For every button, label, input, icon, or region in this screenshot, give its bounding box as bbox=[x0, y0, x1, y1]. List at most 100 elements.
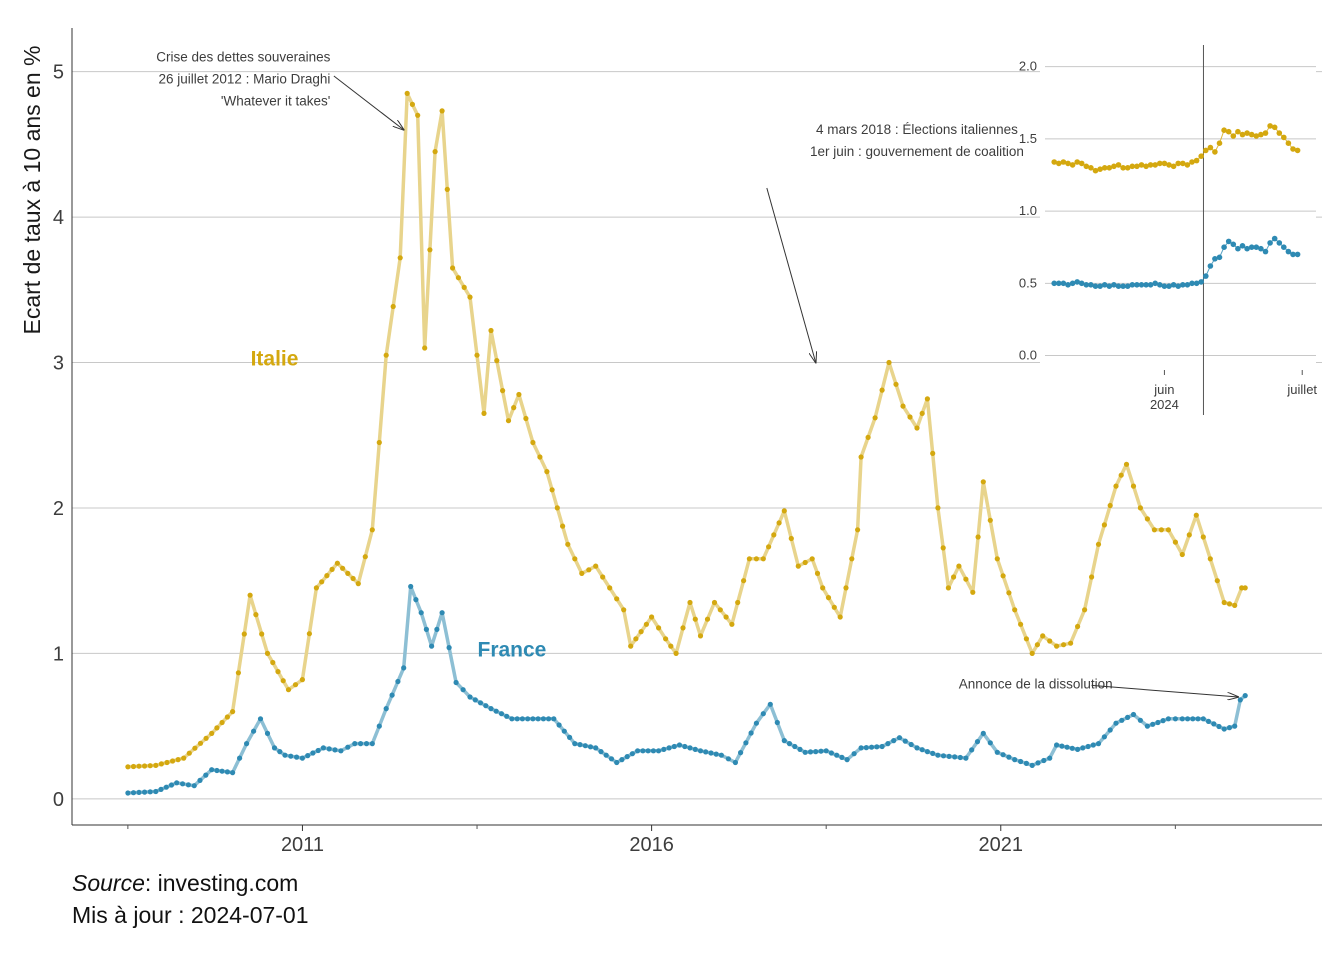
data-point-france bbox=[935, 752, 941, 758]
inset-x-tick-label: juillet bbox=[1286, 382, 1317, 397]
inset-data-point-italie bbox=[1248, 131, 1255, 138]
data-point-france bbox=[264, 730, 271, 737]
data-point-france bbox=[896, 735, 903, 741]
inset-data-point-italie bbox=[1056, 160, 1062, 167]
data-point-italie bbox=[235, 670, 241, 676]
inset-data-point-italie bbox=[1147, 162, 1154, 168]
data-point-italie bbox=[980, 479, 986, 485]
series-points-italie bbox=[125, 90, 1248, 770]
data-point-italie bbox=[692, 616, 698, 622]
data-point-italie bbox=[397, 255, 403, 261]
data-point-france bbox=[869, 744, 875, 750]
data-point-france bbox=[608, 756, 615, 762]
data-point-italie bbox=[886, 359, 892, 366]
inset-data-point-italie bbox=[1106, 165, 1113, 171]
data-point-italie bbox=[924, 396, 931, 402]
data-point-france bbox=[587, 744, 594, 750]
data-point-italie bbox=[729, 621, 735, 627]
data-point-italie bbox=[329, 566, 335, 573]
data-point-france bbox=[567, 734, 573, 741]
inset-data-point-france bbox=[1124, 283, 1131, 290]
data-point-france bbox=[277, 749, 283, 755]
data-point-italie bbox=[723, 614, 729, 620]
data-point-france bbox=[818, 748, 824, 754]
inset-data-point-italie bbox=[1207, 144, 1214, 151]
inset-data-point-italie bbox=[1244, 130, 1250, 136]
data-point-france bbox=[305, 753, 311, 759]
data-point-france bbox=[320, 745, 326, 751]
data-point-france bbox=[687, 745, 693, 751]
data-point-italie bbox=[224, 714, 230, 720]
data-point-france bbox=[682, 743, 688, 750]
annotation-text: Crise des dettes souveraines bbox=[156, 49, 330, 64]
data-point-italie bbox=[687, 599, 693, 606]
inset-data-point-france bbox=[1170, 282, 1177, 288]
series-label-france: France bbox=[478, 638, 547, 661]
data-point-france bbox=[203, 772, 209, 778]
y-tick-label: 5 bbox=[53, 62, 64, 84]
data-point-italie bbox=[975, 534, 981, 540]
data-point-france bbox=[851, 751, 857, 757]
source-value: : investing.com bbox=[144, 870, 299, 896]
data-point-france bbox=[1080, 745, 1086, 751]
data-point-france bbox=[488, 706, 494, 712]
data-point-italie bbox=[930, 450, 936, 456]
inset-data-point-france bbox=[1143, 282, 1149, 288]
data-point-france bbox=[885, 741, 891, 747]
inset-data-point-italie bbox=[1290, 146, 1296, 152]
inset-data-point-france bbox=[1069, 280, 1076, 287]
data-point-france bbox=[823, 748, 829, 754]
inset-data-point-italie bbox=[1239, 131, 1246, 138]
data-point-france bbox=[619, 757, 625, 763]
data-point-italie bbox=[461, 284, 467, 290]
data-point-italie bbox=[771, 532, 777, 538]
data-point-italie bbox=[914, 425, 920, 431]
data-point-italie bbox=[455, 275, 461, 281]
data-point-italie bbox=[1082, 607, 1088, 613]
data-point-italie bbox=[956, 563, 962, 569]
data-point-france bbox=[345, 744, 351, 750]
data-point-france bbox=[556, 722, 562, 728]
data-point-italie bbox=[741, 578, 747, 584]
inset-data-point-france bbox=[1235, 245, 1241, 252]
data-point-italie bbox=[247, 592, 253, 598]
inset-y-tick-label: 1.5 bbox=[1019, 131, 1037, 146]
inset-data-point-italie bbox=[1074, 159, 1080, 165]
data-point-france bbox=[530, 716, 536, 722]
data-point-italie bbox=[837, 614, 843, 620]
data-point-italie bbox=[760, 556, 766, 562]
inset-data-point-italie bbox=[1051, 159, 1057, 165]
series-points-france bbox=[125, 583, 1248, 796]
data-point-italie bbox=[390, 303, 396, 310]
data-point-france bbox=[326, 746, 332, 752]
data-point-italie bbox=[241, 631, 247, 637]
data-point-france bbox=[1144, 723, 1150, 729]
inset-data-point-france bbox=[1290, 251, 1296, 258]
data-point-italie bbox=[1023, 636, 1029, 642]
data-point-france bbox=[718, 752, 725, 758]
data-point-italie bbox=[404, 90, 410, 96]
data-point-france bbox=[919, 747, 925, 753]
data-point-italie bbox=[1000, 573, 1006, 579]
inset-data-point-france bbox=[1267, 240, 1273, 246]
data-point-france bbox=[1200, 716, 1206, 722]
data-point-france bbox=[209, 767, 215, 773]
data-point-italie bbox=[153, 762, 159, 769]
data-point-italie bbox=[820, 585, 826, 591]
data-point-italie bbox=[560, 523, 566, 529]
data-point-france bbox=[525, 716, 531, 722]
data-point-france bbox=[332, 747, 338, 753]
data-point-italie bbox=[181, 755, 187, 761]
source-note: Source: investing.com bbox=[72, 870, 298, 897]
data-point-france bbox=[1195, 716, 1201, 722]
data-point-italie bbox=[843, 585, 849, 591]
inset-data-point-italie bbox=[1253, 133, 1260, 139]
data-point-italie bbox=[586, 567, 592, 573]
inset-data-point-france bbox=[1184, 282, 1191, 288]
data-point-italie bbox=[951, 574, 957, 580]
data-point-italie bbox=[1193, 512, 1199, 518]
inset-data-point-italie bbox=[1225, 128, 1232, 135]
inset-data-point-italie bbox=[1258, 131, 1264, 138]
data-point-italie bbox=[209, 730, 215, 737]
annotation-text: 26 juillet 2012 : Mario Draghi bbox=[159, 71, 331, 86]
